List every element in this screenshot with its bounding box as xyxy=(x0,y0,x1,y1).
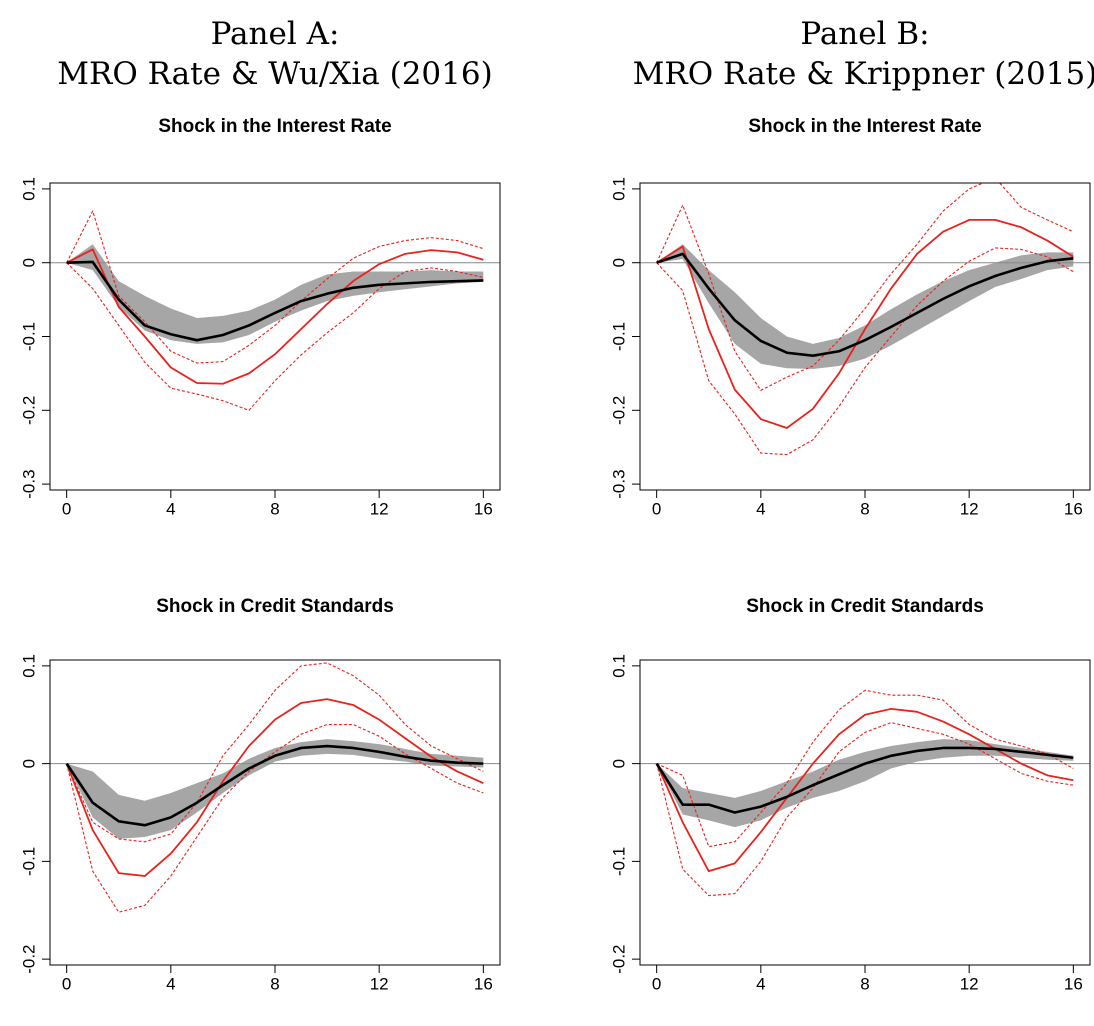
panel-subtitle: MRO Rate & Krippner (2015) xyxy=(633,56,1094,92)
y-tick-label: -0.2 xyxy=(19,944,38,973)
series-line xyxy=(656,218,1074,429)
y-tick-label: 0.1 xyxy=(19,654,38,678)
series-line xyxy=(65,698,484,877)
x-tick-label: 8 xyxy=(270,499,279,518)
y-tick-label: -0.2 xyxy=(609,396,628,425)
y-tick-label: -0.3 xyxy=(609,469,628,498)
x-tick-label: 16 xyxy=(1064,499,1083,518)
y-tick-label: -0.1 xyxy=(19,847,38,876)
x-tick-label: 4 xyxy=(166,974,175,993)
y-tick-label: -0.1 xyxy=(609,322,628,351)
series-line xyxy=(656,689,1074,848)
series-line xyxy=(66,723,484,913)
plot-area xyxy=(640,689,1090,897)
series-line xyxy=(656,252,1074,357)
x-tick-label: 8 xyxy=(270,974,279,993)
y-tick-label: -0.2 xyxy=(609,944,628,973)
chart-title: Shock in Credit Standards xyxy=(746,596,984,617)
y-tick-label: 0 xyxy=(609,258,628,267)
chart-title: Shock in Credit Standards xyxy=(156,596,394,617)
y-tick-label: 0 xyxy=(19,759,38,768)
confidence-band xyxy=(656,244,1074,369)
series-line xyxy=(66,260,484,342)
y-tick-label: -0.2 xyxy=(19,396,38,425)
series-line xyxy=(66,262,484,411)
series-line xyxy=(66,662,484,843)
series-line xyxy=(655,746,1074,814)
x-tick-label: 12 xyxy=(370,974,389,993)
series-line xyxy=(655,707,1074,873)
plot-frame xyxy=(49,182,501,491)
confidence-band xyxy=(656,739,1074,828)
x-tick-label: 8 xyxy=(860,974,869,993)
confidence-band xyxy=(66,739,484,839)
x-tick-label: 0 xyxy=(62,499,71,518)
panel-title: Panel A: xyxy=(211,16,340,52)
x-tick-label: 4 xyxy=(756,974,765,993)
plot-area xyxy=(640,183,1090,456)
y-tick-label: 0.1 xyxy=(609,177,628,201)
confidence-band xyxy=(66,244,484,344)
x-tick-label: 0 xyxy=(652,974,661,993)
y-tick-label: 0 xyxy=(609,759,628,768)
panel-subtitle: MRO Rate & Wu/Xia (2016) xyxy=(57,56,492,92)
x-tick-label: 0 xyxy=(62,974,71,993)
x-tick-label: 16 xyxy=(474,499,493,518)
series-line xyxy=(66,210,484,364)
y-tick-label: -0.1 xyxy=(609,847,628,876)
series-line xyxy=(66,248,484,385)
x-tick-label: 0 xyxy=(652,499,661,518)
y-tick-label: -0.3 xyxy=(19,469,38,498)
plot-area xyxy=(50,662,500,913)
x-tick-label: 12 xyxy=(960,499,979,518)
series-line xyxy=(656,247,1074,456)
series-line xyxy=(656,722,1074,897)
x-tick-label: 4 xyxy=(756,499,765,518)
x-tick-label: 4 xyxy=(166,499,175,518)
plot-area xyxy=(50,210,500,411)
y-tick-label: 0.1 xyxy=(19,177,38,201)
panel-title: Panel B: xyxy=(800,16,929,52)
series-line xyxy=(656,183,1074,391)
series-line xyxy=(65,744,484,827)
x-tick-label: 12 xyxy=(960,974,979,993)
x-tick-label: 8 xyxy=(860,499,869,518)
x-tick-label: 12 xyxy=(370,499,389,518)
y-tick-label: 0.1 xyxy=(609,654,628,678)
x-tick-label: 16 xyxy=(1064,974,1083,993)
chart-title: Shock in the Interest Rate xyxy=(158,116,391,137)
chart-title: Shock in the Interest Rate xyxy=(748,116,981,137)
y-tick-label: -0.1 xyxy=(19,322,38,351)
y-tick-label: 0 xyxy=(19,258,38,267)
x-tick-label: 16 xyxy=(474,974,493,993)
